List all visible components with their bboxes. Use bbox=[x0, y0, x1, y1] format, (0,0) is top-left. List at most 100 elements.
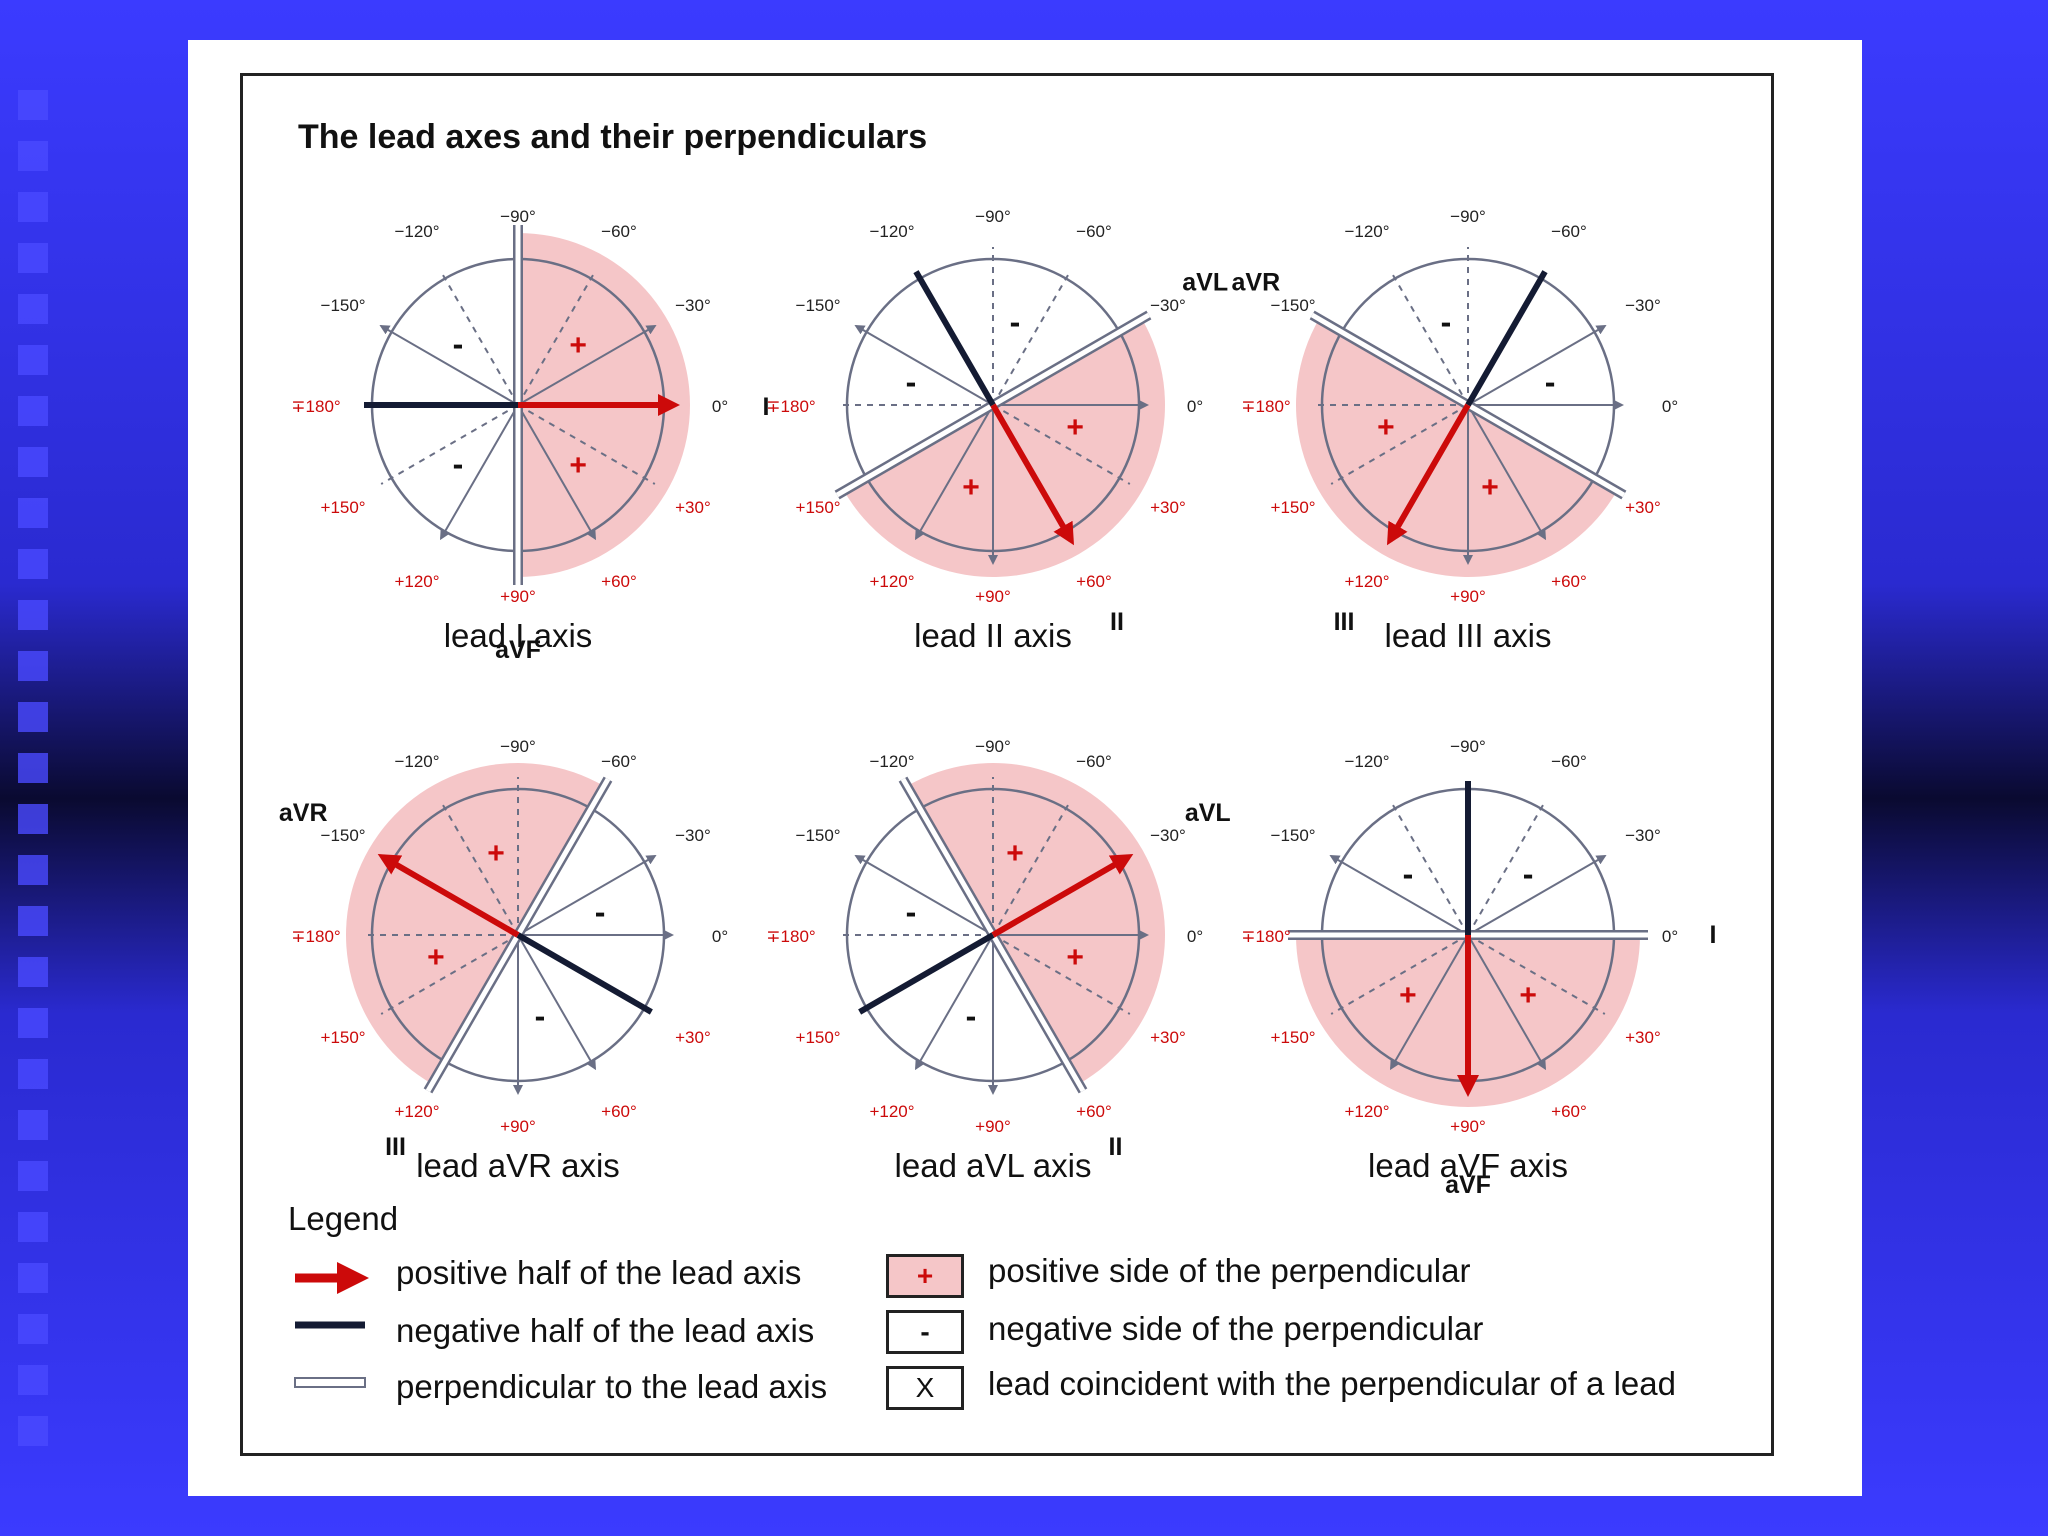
axis-spoke bbox=[517, 271, 596, 406]
angle-label: +150° bbox=[321, 1028, 366, 1047]
axis-spoke bbox=[380, 404, 519, 485]
negative-side-mark: - bbox=[453, 326, 464, 362]
angle-label: 0° bbox=[1662, 927, 1678, 946]
axis-spoke bbox=[1329, 855, 1469, 936]
angle-label: 0° bbox=[1662, 397, 1678, 416]
angle-label: +60° bbox=[1076, 572, 1112, 591]
hexaxial-diagram: 0° +30° +60° +90° +120° +150° ∓180° −150° −120° −… bbox=[1232, 207, 1679, 636]
angle-label: −60° bbox=[1551, 752, 1587, 771]
angle-label: −60° bbox=[1076, 222, 1112, 241]
decorative-square bbox=[18, 753, 48, 783]
angle-label: −150° bbox=[321, 296, 366, 315]
angle-label: +150° bbox=[796, 498, 841, 517]
axis-spoke bbox=[1467, 324, 1607, 406]
angle-label: −120° bbox=[394, 752, 439, 771]
positive-half-shading bbox=[1296, 319, 1617, 577]
axis-spoke bbox=[1467, 404, 1546, 541]
positive-side-mark: + bbox=[1519, 979, 1537, 1012]
positive-side-mark: + bbox=[569, 449, 587, 482]
axis-spoke bbox=[1390, 801, 1469, 936]
decorative-square bbox=[18, 294, 48, 324]
hexaxial-diagram: 0° +30° +60° +90° +120° +150° ∓180° −150° −120° −… bbox=[291, 207, 769, 664]
perpendicular-lead-label: aVF bbox=[495, 636, 541, 664]
perpendicular-lead-label: I bbox=[1710, 921, 1717, 949]
legend-positive-half: positive half of the lead axis bbox=[396, 1254, 802, 1291]
axis-spoke bbox=[379, 325, 519, 406]
angle-label: −120° bbox=[1344, 222, 1389, 241]
angle-label: −30° bbox=[1625, 296, 1661, 315]
angle-label: +30° bbox=[1625, 1028, 1661, 1047]
angle-label: +120° bbox=[1344, 1102, 1389, 1121]
panel-lead-avf: 0° +30° +60° +90° +120° +150° ∓180° −150° −120° −… bbox=[1218, 695, 1718, 1215]
negative-side-mark: - bbox=[535, 998, 546, 1034]
positive-half-shading bbox=[907, 763, 1165, 1084]
axis-spoke bbox=[517, 854, 657, 936]
angle-label: +30° bbox=[1625, 498, 1661, 517]
negative-half-axis bbox=[913, 270, 996, 407]
decorative-square bbox=[18, 1365, 48, 1395]
positive-half-axis bbox=[990, 403, 1074, 546]
angle-label: 0° bbox=[712, 397, 728, 416]
angle-label: −30° bbox=[1625, 826, 1661, 845]
axis-spoke bbox=[992, 934, 1131, 1015]
axis-spoke bbox=[517, 404, 656, 485]
negative-half-axis bbox=[858, 932, 995, 1015]
coincident-swatch: X bbox=[886, 1366, 964, 1410]
angle-label: −150° bbox=[796, 296, 841, 315]
lead-name-label: III bbox=[1334, 608, 1355, 636]
angle-label: ∓180° bbox=[766, 927, 815, 946]
decorative-square bbox=[18, 855, 48, 885]
panel-caption: lead aVL axis bbox=[894, 1147, 1092, 1184]
positive-side-mark: + bbox=[1006, 837, 1024, 870]
angle-label: +120° bbox=[394, 572, 439, 591]
angle-label: +90° bbox=[1450, 1117, 1486, 1136]
positive-half-shading bbox=[844, 319, 1165, 577]
decorative-square bbox=[18, 549, 48, 579]
panel-lead-iii: 0° +30° +60° +90° +120° +150° ∓180° −150° −120° −… bbox=[1218, 165, 1718, 685]
panel-caption: lead III axis bbox=[1384, 617, 1552, 654]
lead-name-label: aVL bbox=[1185, 799, 1231, 827]
positive-side-swatch: + bbox=[886, 1254, 964, 1298]
decorative-square bbox=[18, 804, 48, 834]
figure-frame bbox=[240, 73, 1774, 1456]
positive-side-mark: + bbox=[427, 941, 445, 974]
panel-caption: lead I axis bbox=[443, 617, 593, 654]
lead-name-label: aVR bbox=[279, 799, 328, 827]
decorative-square bbox=[18, 1314, 48, 1344]
decorative-square bbox=[18, 1263, 48, 1293]
decorative-square bbox=[18, 651, 48, 681]
angle-label: ∓180° bbox=[1241, 927, 1290, 946]
positive-arrow-symbol bbox=[295, 1262, 369, 1294]
axis-spoke bbox=[992, 404, 1131, 485]
slide-card: The lead axes and their perpendiculars 0… bbox=[188, 40, 1862, 1496]
angle-label: +90° bbox=[1450, 587, 1486, 606]
angle-label: −90° bbox=[975, 737, 1011, 756]
panel-lead-ii: 0° +30° +60° +90° +120° +150° ∓180° −150° −120° −… bbox=[743, 165, 1243, 685]
angle-label: −30° bbox=[675, 296, 711, 315]
angle-label: +60° bbox=[1551, 1102, 1587, 1121]
decorative-square bbox=[18, 1212, 48, 1242]
negative-half-axis bbox=[1465, 270, 1548, 407]
axis-spoke bbox=[1330, 404, 1469, 485]
decorative-square bbox=[18, 600, 48, 630]
panel-lead-i: 0° +30° +60° +90° +120° +150° ∓180° −150° −120° −… bbox=[268, 165, 769, 685]
negative-side-mark: - bbox=[1441, 304, 1452, 340]
angle-label: −90° bbox=[500, 737, 536, 756]
angle-label: +60° bbox=[1551, 572, 1587, 591]
angle-label: +30° bbox=[675, 1028, 711, 1047]
axis-spoke bbox=[1467, 934, 1546, 1071]
legend-coincident: lead coincident with the perpendicular o… bbox=[988, 1365, 1676, 1402]
hexaxial-diagram: 0° +30° +60° +90° +120° +150° ∓180° −150° −120° −… bbox=[1241, 737, 1717, 1199]
axis-spoke bbox=[854, 325, 994, 406]
axis-spoke bbox=[440, 801, 519, 936]
angle-label: ∓180° bbox=[291, 397, 340, 416]
angle-label: +90° bbox=[500, 1117, 536, 1136]
positive-side-mark: + bbox=[569, 329, 587, 362]
axis-spoke bbox=[440, 404, 519, 541]
angle-label: +60° bbox=[601, 1102, 637, 1121]
axis-spoke bbox=[992, 801, 1071, 936]
angle-label: +90° bbox=[975, 1117, 1011, 1136]
angle-label: −60° bbox=[601, 752, 637, 771]
axis-spoke bbox=[380, 934, 519, 1015]
decorative-square bbox=[18, 141, 48, 171]
